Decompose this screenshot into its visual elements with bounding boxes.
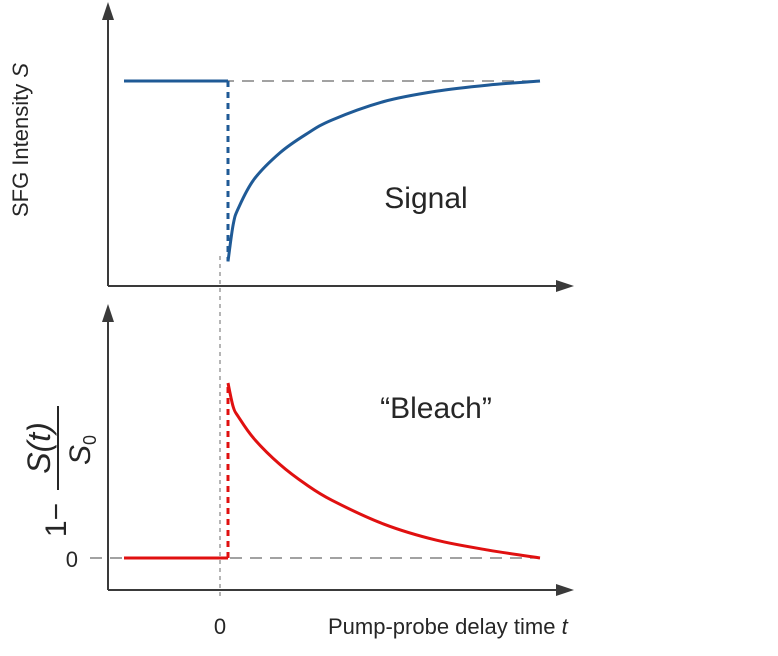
top-panel: SFG Intensity S Signal — [8, 2, 574, 292]
bleach-annotation: “Bleach” — [380, 392, 492, 425]
bottom-series-decay — [226, 382, 541, 560]
bottom-panel: 0 0 Pump-probe delay time t 1− S(t) S0 “… — [21, 304, 574, 639]
top-series-recovery — [226, 79, 541, 262]
bottom-y-label-denominator: S0 — [64, 435, 100, 465]
bottom-y-axis-label: 1− S(t) S0 — [21, 406, 100, 537]
bottom-x-axis-label: Pump-probe delay time t — [328, 614, 569, 639]
top-x-axis-arrow — [556, 280, 574, 292]
signal-annotation: Signal — [384, 182, 467, 215]
top-y-axis-label: SFG Intensity S — [8, 63, 33, 217]
bottom-x-tick-zero: 0 — [214, 614, 226, 639]
bottom-x-axis-arrow — [556, 584, 574, 596]
top-y-axis-arrow — [102, 2, 114, 20]
bottom-y-label-numerator: S(t) — [21, 422, 57, 474]
bottom-y-tick-zero: 0 — [66, 547, 78, 572]
bottom-y-label-prefix: 1− — [40, 503, 73, 537]
bottom-y-axis-arrow — [102, 304, 114, 322]
